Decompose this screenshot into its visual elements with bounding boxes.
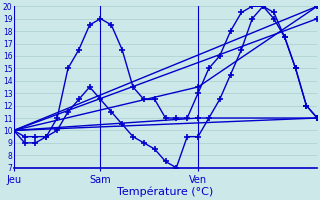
X-axis label: Température (°C): Température (°C) [117, 187, 214, 197]
